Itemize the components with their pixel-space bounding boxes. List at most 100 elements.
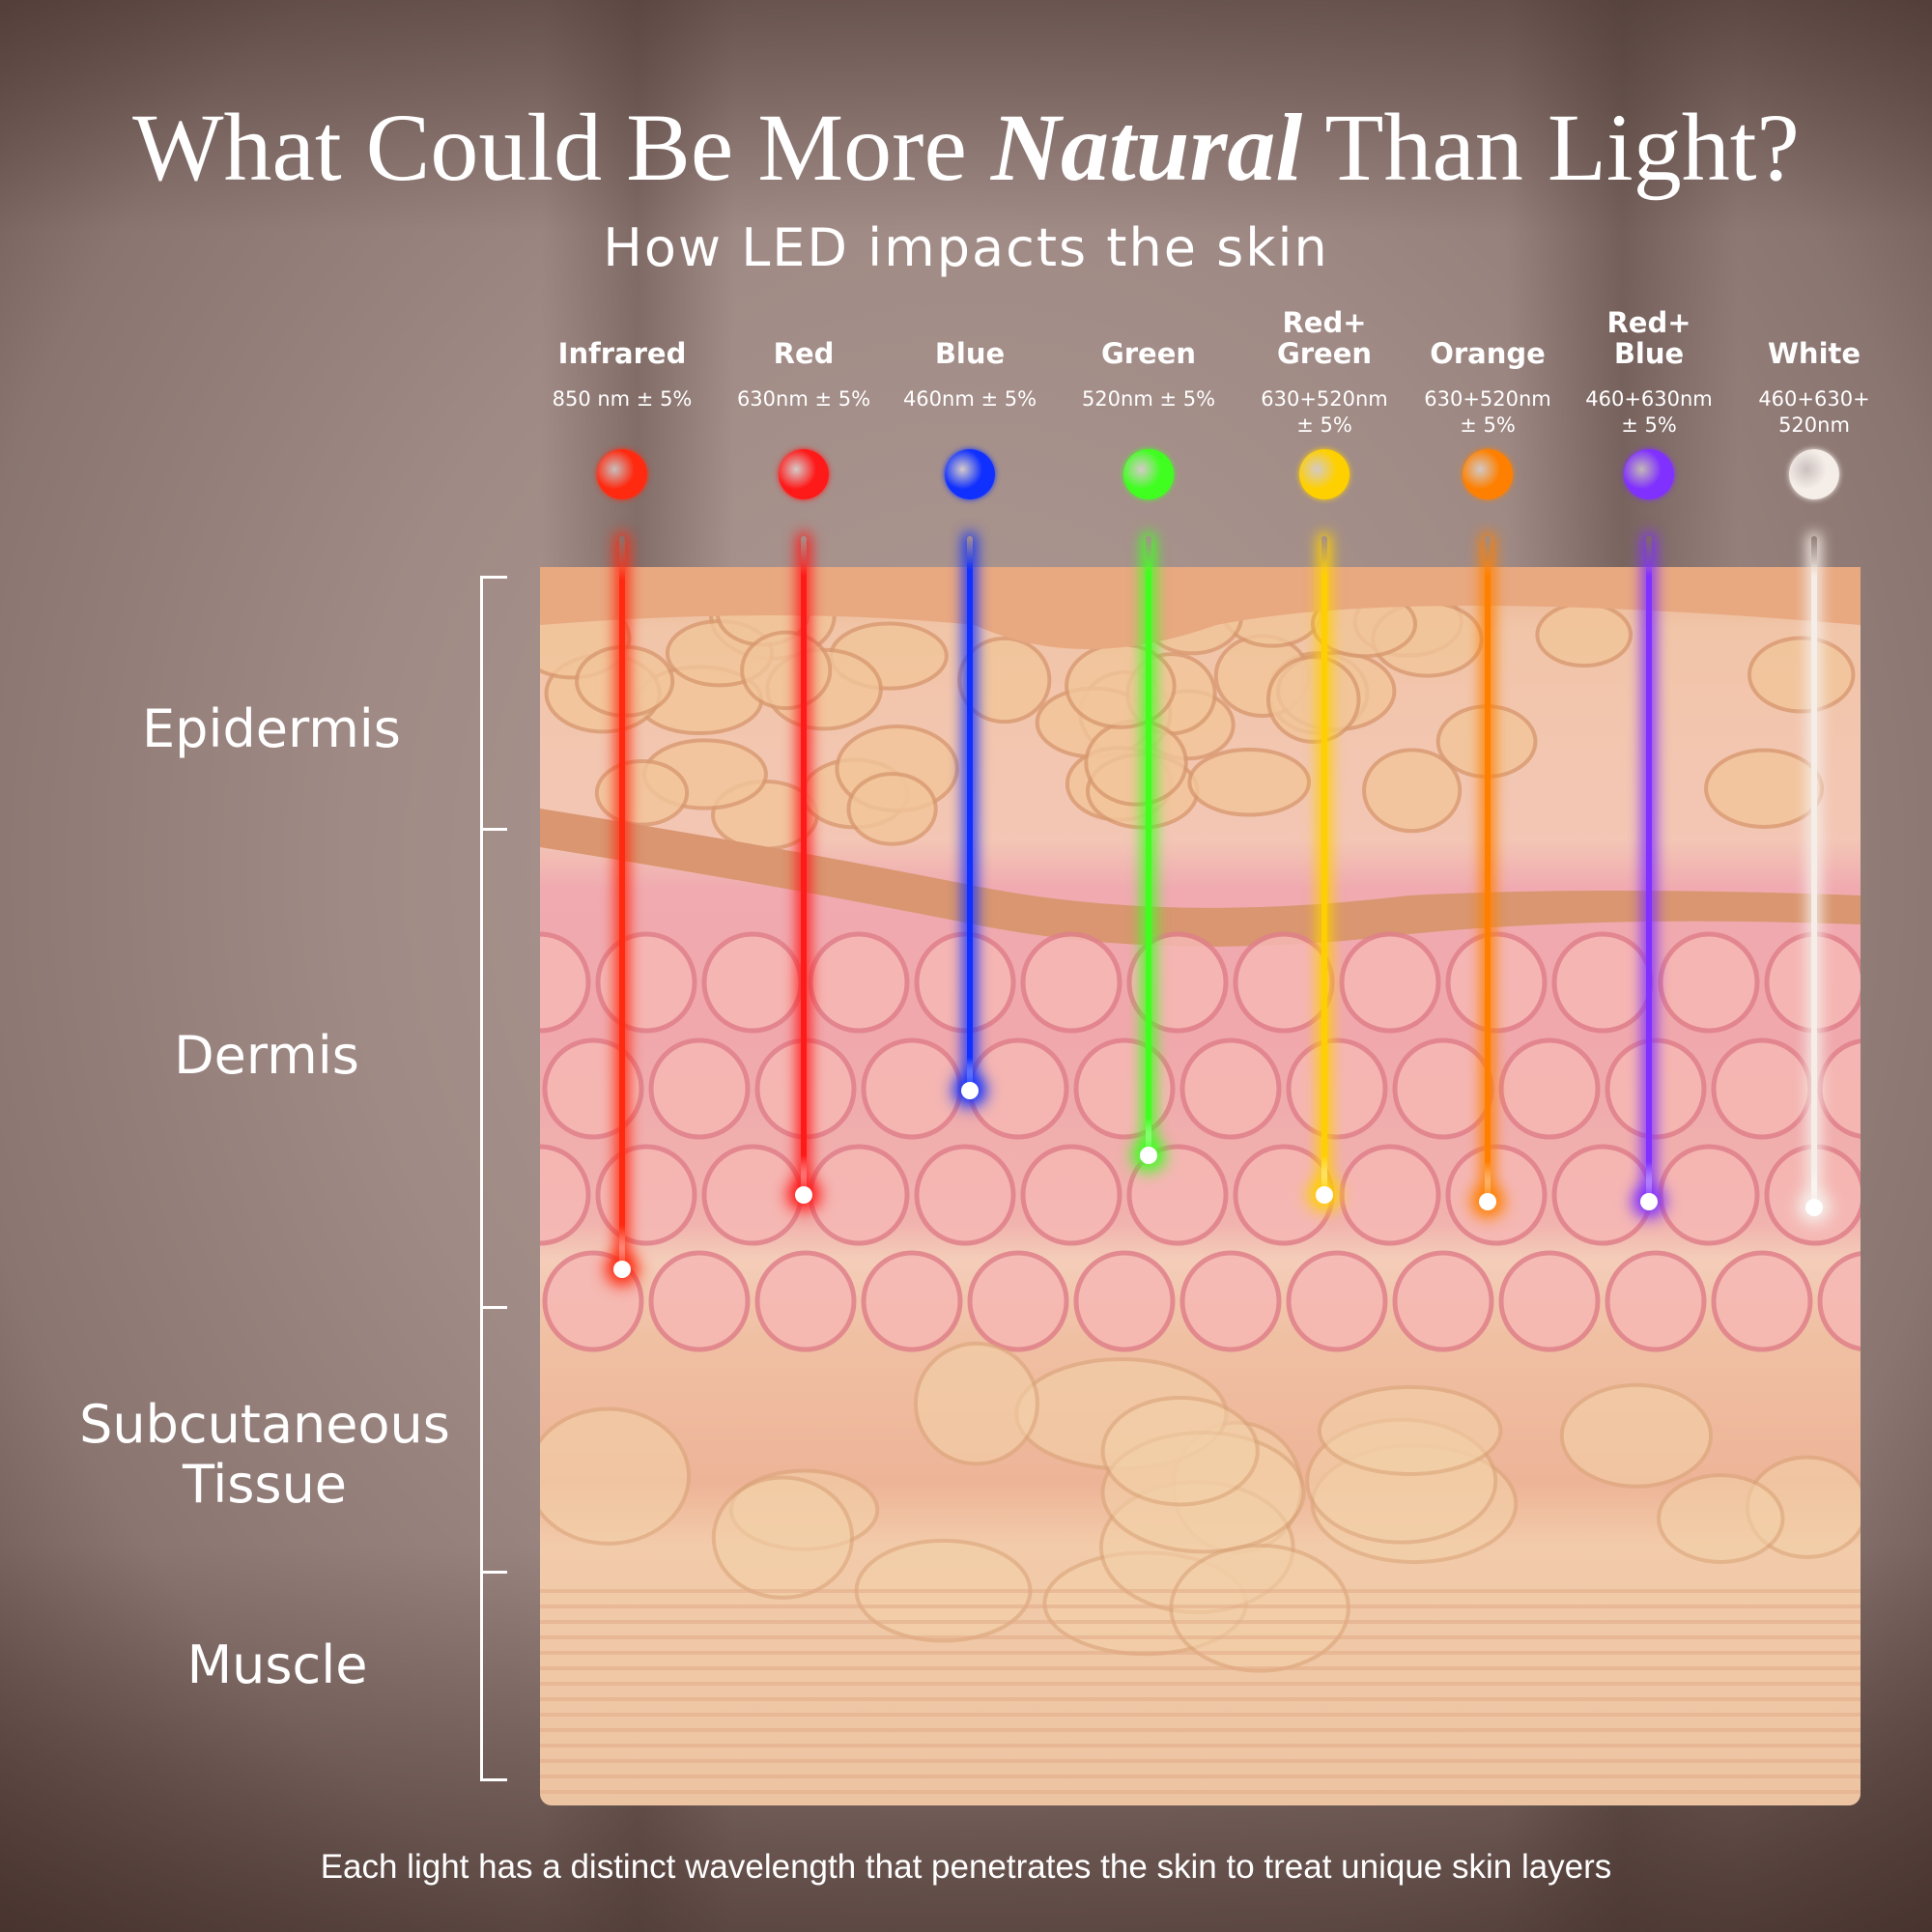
epidermis-cell <box>1704 748 1824 829</box>
skin-cross-section <box>540 567 1861 1805</box>
light-beam <box>1646 536 1652 1202</box>
penetration-point <box>1479 1193 1496 1210</box>
dermis-cell <box>1126 1144 1229 1246</box>
dermis-cell <box>1392 1250 1494 1352</box>
light-color-dot <box>1789 449 1839 499</box>
dermis-cell <box>1817 1038 1861 1139</box>
light-color-dot <box>779 449 829 499</box>
light-color-dot <box>1123 449 1174 499</box>
title-emphasis: Natural <box>990 94 1303 201</box>
epidermis-cell <box>594 759 690 827</box>
dermis-cell <box>1711 1250 1813 1352</box>
dermis-cell <box>540 931 591 1034</box>
light-beam <box>1811 536 1817 1208</box>
light-beam <box>967 536 973 1091</box>
light-name: Red <box>773 337 835 370</box>
penetration-point <box>1805 1199 1823 1216</box>
dermis-cell <box>595 1144 697 1246</box>
dermis-cell <box>1445 1144 1548 1246</box>
epidermis-cell <box>740 630 833 711</box>
dermis-cell <box>1179 1037 1282 1140</box>
light-color-dot <box>945 449 995 499</box>
dermis-cell <box>967 1250 1069 1352</box>
light-beam <box>1146 536 1151 1155</box>
dermis-cell <box>1233 931 1335 1034</box>
light-column: White 460+630+ 520nm <box>1727 0 1901 502</box>
dermis-cell <box>1445 931 1548 1034</box>
dermis-cell <box>1020 1144 1122 1246</box>
fat-cell <box>913 1341 1039 1466</box>
light-column: Infrared 850 nm ± 5% <box>535 0 709 502</box>
dermis-cell <box>1392 1037 1494 1140</box>
fat-cell <box>711 1475 855 1600</box>
dermis-cell <box>1073 1250 1176 1352</box>
penetration-point <box>1140 1147 1157 1164</box>
light-beam <box>1321 536 1327 1195</box>
light-name: Blue <box>934 337 1006 370</box>
dermis-cell <box>701 931 804 1034</box>
dermis-cell <box>914 931 1016 1034</box>
light-wavelength: 630nm ± 5% <box>736 387 871 411</box>
dermis-cell <box>861 1037 963 1140</box>
bracket-tick <box>480 576 507 579</box>
dermis-cell <box>1339 1144 1441 1246</box>
light-wavelength: 460+630+ 520nm <box>1758 387 1870 437</box>
light-beam <box>1485 536 1491 1202</box>
light-column: Green 520nm ± 5% <box>1062 0 1236 502</box>
layer-label-muscle: Muscle <box>186 1634 368 1695</box>
layer-bracket <box>480 576 507 1780</box>
bracket-tick <box>480 1778 507 1781</box>
fat-cell <box>540 1406 692 1546</box>
dermis-cell <box>1339 931 1441 1034</box>
dermis-cell <box>701 1144 804 1246</box>
epidermis-cell <box>846 772 938 846</box>
dermis-cell <box>861 1250 963 1352</box>
dermis-cell <box>1658 931 1760 1034</box>
dermis-cell <box>1605 1250 1707 1352</box>
dermis-cell <box>1073 1037 1176 1140</box>
layer-label-epidermis: Epidermis <box>142 698 401 759</box>
layer-label-subcutaneous: Subcutaneous Tissue <box>79 1394 450 1515</box>
dermis-cell <box>1658 1144 1760 1246</box>
dermis-cell <box>754 1250 857 1352</box>
epidermis-cell <box>957 636 1052 724</box>
dermis-cell <box>1126 931 1229 1034</box>
epidermis-cell <box>1747 636 1856 714</box>
dermis-cell <box>1286 1037 1388 1140</box>
light-wavelength: 630+520nm ± 5% <box>1261 387 1388 437</box>
dermis-cell <box>1817 1251 1861 1351</box>
layer-label-dermis: Dermis <box>174 1025 359 1086</box>
dermis-cell <box>648 1037 751 1140</box>
light-color-dot <box>1463 449 1513 499</box>
dermis-cell <box>914 1144 1016 1246</box>
title-part2: Than Light? <box>1302 94 1800 201</box>
fat-cell <box>1559 1382 1714 1489</box>
light-color-dot <box>1624 449 1674 499</box>
epidermis-cell <box>1187 748 1312 817</box>
dermis-cell <box>967 1037 1069 1140</box>
footer-caption: Each light has a distinct wavelength tha… <box>320 1848 1612 1886</box>
light-wavelength: 630+520nm ± 5% <box>1424 387 1551 437</box>
skin-illustration <box>540 567 1861 1794</box>
epidermis-cell <box>1535 602 1633 668</box>
dermis-cell <box>1605 1037 1707 1140</box>
dermis-cell <box>1179 1250 1282 1352</box>
dermis-cell <box>1498 1037 1601 1140</box>
subtitle: How LED impacts the skin <box>603 217 1329 278</box>
light-name: Orange <box>1430 337 1546 370</box>
dermis-cell <box>808 1144 910 1246</box>
penetration-point <box>961 1082 979 1099</box>
epidermis-cell <box>1084 719 1188 807</box>
light-name: Red+ Green <box>1276 306 1373 370</box>
penetration-point <box>1316 1186 1333 1204</box>
penetration-point <box>1640 1193 1658 1210</box>
light-beam <box>619 536 625 1269</box>
epidermis-cell <box>1265 655 1361 744</box>
light-column: Blue 460nm ± 5% <box>883 0 1057 502</box>
dermis-cell <box>1286 1250 1388 1352</box>
dermis-cell <box>1711 1037 1813 1140</box>
stratum-corneum <box>540 567 1861 649</box>
fat-cell <box>1317 1384 1503 1476</box>
dermis-cell <box>540 1144 591 1246</box>
epidermis-cell <box>1065 642 1177 729</box>
